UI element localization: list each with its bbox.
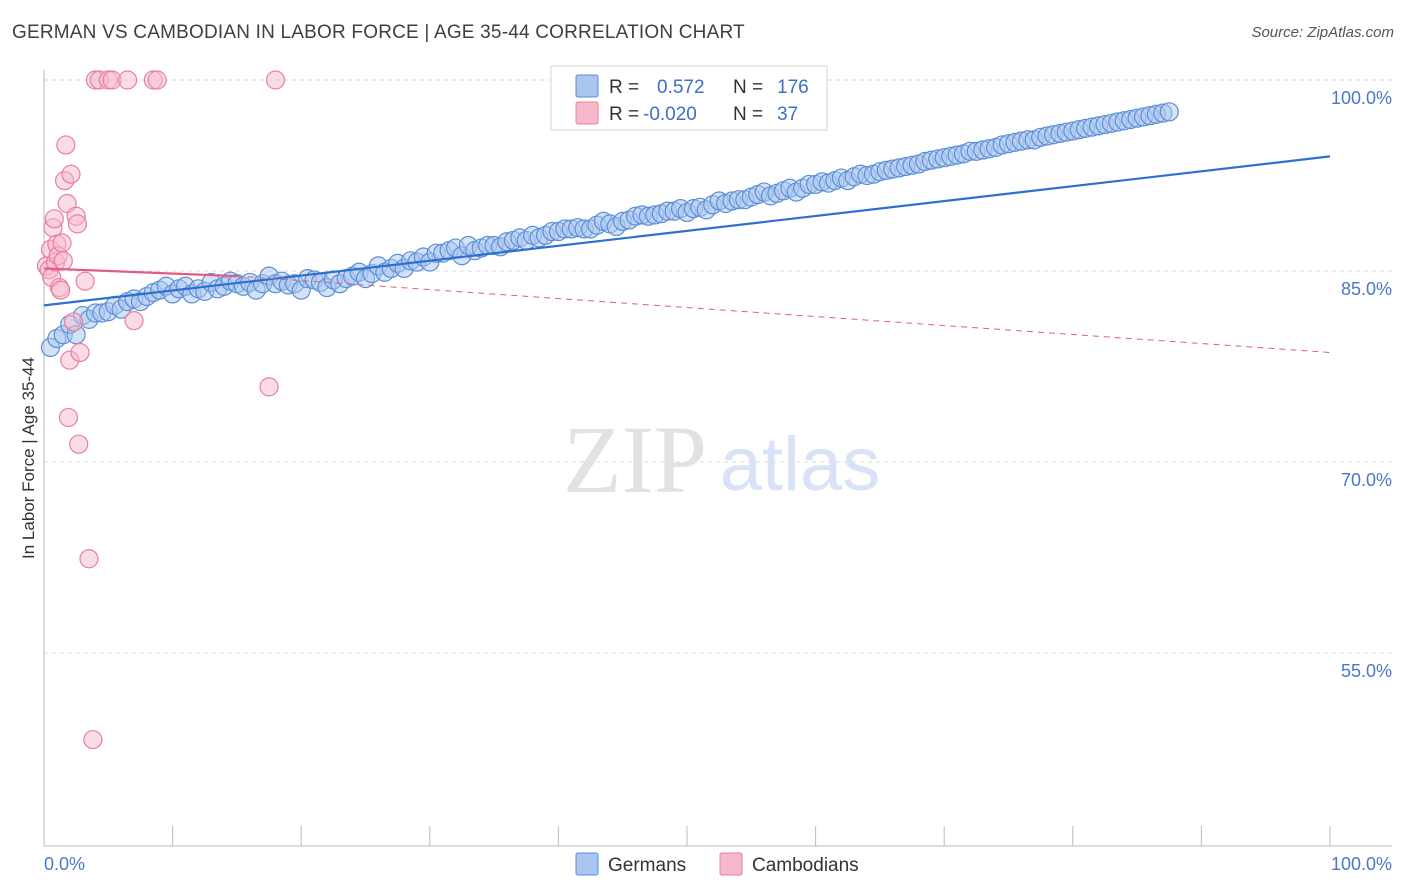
y-tick-label: 85.0%: [1341, 279, 1392, 299]
x-axis-ticks: [43, 826, 1331, 846]
watermark-zip: ZIP: [563, 406, 707, 513]
legend-r-value-2: -0.020: [643, 104, 697, 125]
cambodian-point: [67, 214, 88, 234]
series-cambodians: [36, 70, 286, 750]
legend-swatch-germans: [575, 74, 599, 98]
cambodian-point: [58, 407, 79, 428]
bottom-legend-germans: Germans: [608, 855, 686, 876]
watermark-atlas: atlas: [720, 422, 881, 507]
cambodian-point: [265, 70, 286, 90]
x-tick-label-max: 100.0%: [1331, 854, 1392, 874]
bottom-legend-swatch-germans: [575, 852, 599, 876]
cambodian-point: [147, 70, 167, 90]
y-tick-label: 70.0%: [1341, 470, 1392, 490]
legend-n-label-2: N =: [733, 104, 763, 125]
cambodian-point: [79, 549, 99, 569]
legend-box: R = 0.572 N = 176 R = -0.020 N = 37: [550, 65, 828, 131]
cambodian-point: [69, 434, 89, 454]
y-tick-label: 55.0%: [1341, 661, 1392, 681]
cambodian-point: [63, 312, 84, 332]
legend-n-label-1: N =: [733, 77, 763, 98]
source-label: Source: ZipAtlas.com: [1251, 24, 1394, 41]
german-point: [1159, 102, 1179, 122]
bottom-legend-cambodians: Cambodians: [752, 855, 859, 876]
german-trend-line: [43, 155, 1331, 307]
series-germans: [40, 102, 1179, 357]
y-axis-title: In Labor Force | Age 35-44: [19, 357, 38, 559]
cambodian-point: [51, 280, 71, 300]
trend-lines: [43, 155, 1331, 353]
legend-r-label-1: R =: [609, 77, 639, 98]
legend-swatch-cambodians: [575, 101, 599, 125]
gridlines: [44, 79, 1392, 654]
cambodian-trend-line-solid: [43, 267, 237, 278]
cambodian-point: [52, 233, 72, 253]
cambodian-point: [117, 70, 138, 90]
legend-r-value-1: 0.572: [657, 77, 705, 98]
y-tick-labels: 55.0% 70.0% 85.0% 100.0%: [1331, 88, 1392, 681]
cambodian-point: [83, 729, 103, 750]
cambodian-point: [124, 311, 144, 331]
cambodian-point: [44, 209, 64, 229]
cambodian-point: [61, 164, 81, 184]
cambodian-point: [259, 377, 279, 397]
cambodian-point: [75, 271, 95, 291]
legend-r-label-2: R =: [609, 104, 639, 125]
bottom-legend-swatch-cambodians: [719, 852, 743, 876]
y-tick-label: 100.0%: [1331, 88, 1392, 108]
legend-n-value-1: 176: [777, 77, 809, 98]
cambodian-point: [70, 342, 90, 363]
bottom-legend: Germans Cambodians: [575, 852, 859, 876]
x-tick-label-min: 0.0%: [44, 854, 85, 874]
chart-title: GERMAN VS CAMBODIAN IN LABOR FORCE | AGE…: [12, 22, 745, 43]
cambodian-point: [53, 251, 73, 271]
legend-n-value-2: 37: [777, 104, 798, 125]
cambodian-trend-line-dashed: [236, 275, 1331, 353]
cambodian-point: [56, 135, 76, 155]
